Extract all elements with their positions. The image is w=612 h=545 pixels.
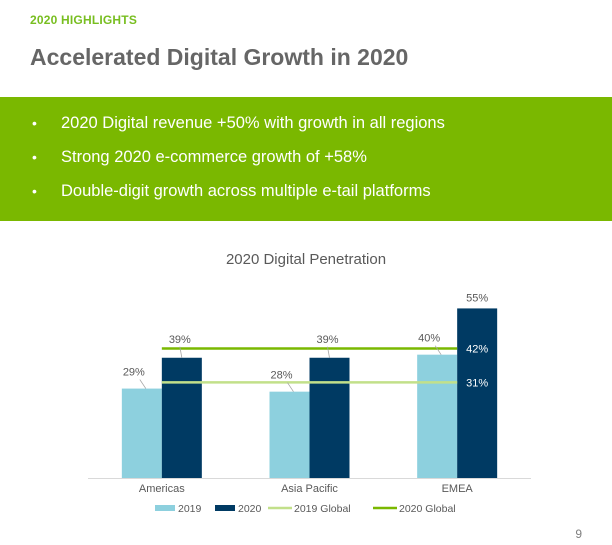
- bullet-icon: •: [32, 149, 37, 165]
- highlight-text: Strong 2020 e-commerce growth of +58%: [61, 148, 367, 166]
- reference-line-label: 42%: [466, 344, 488, 356]
- section-label: 2020 HIGHLIGHTS: [30, 13, 138, 27]
- page-number: 9: [575, 527, 582, 541]
- highlights-list: • 2020 Digital revenue +50% with growth …: [32, 112, 445, 214]
- bar-data-label: 55%: [466, 292, 488, 304]
- bar-data-label: 29%: [123, 367, 145, 379]
- bar-data-label: 40%: [418, 333, 440, 345]
- reference-line-label: 31%: [466, 377, 488, 389]
- bar-2020-americas: [161, 357, 202, 478]
- legend-label: 2019: [178, 503, 202, 515]
- legend-label: 2020 Global: [399, 503, 456, 515]
- label-leader-line: [287, 382, 294, 392]
- bar-2019-americas: [121, 388, 162, 478]
- highlight-item: • 2020 Digital revenue +50% with growth …: [32, 112, 445, 146]
- bullet-icon: •: [32, 183, 37, 199]
- bar-data-label: 28%: [270, 370, 292, 382]
- bar-2019-emea: [417, 354, 458, 478]
- bar-2020-emea: [457, 308, 498, 478]
- x-tick-label: EMEA: [442, 483, 474, 495]
- bar-2019-asia-pacific: [269, 391, 310, 478]
- label-leader-line: [139, 379, 147, 389]
- bar-data-label: 39%: [316, 334, 338, 346]
- slide-title: Accelerated Digital Growth in 2020: [30, 44, 409, 70]
- highlight-text: 2020 Digital revenue +50% with growth in…: [61, 114, 445, 132]
- label-leader-line: [434, 345, 442, 355]
- x-tick-label: Americas: [139, 483, 185, 495]
- highlight-text: Double-digit growth across multiple e-ta…: [61, 182, 431, 200]
- bar-2020-asia-pacific: [309, 357, 350, 478]
- bullet-icon: •: [32, 115, 37, 131]
- highlights-band: • 2020 Digital revenue +50% with growth …: [0, 97, 612, 221]
- legend-swatch: [215, 505, 235, 511]
- label-leader-line: [327, 346, 330, 358]
- legend-label: 2019 Global: [294, 503, 351, 515]
- x-tick-label: Asia Pacific: [281, 483, 338, 495]
- highlight-item: • Strong 2020 e-commerce growth of +58%: [32, 146, 445, 180]
- highlight-item: • Double-digit growth across multiple e-…: [32, 180, 445, 214]
- chart-title: 2020 Digital Penetration: [225, 251, 387, 268]
- legend-swatch: [155, 505, 175, 511]
- label-leader-line: [179, 346, 183, 358]
- bar-data-label: 39%: [169, 334, 191, 346]
- legend-label: 2020: [238, 503, 262, 515]
